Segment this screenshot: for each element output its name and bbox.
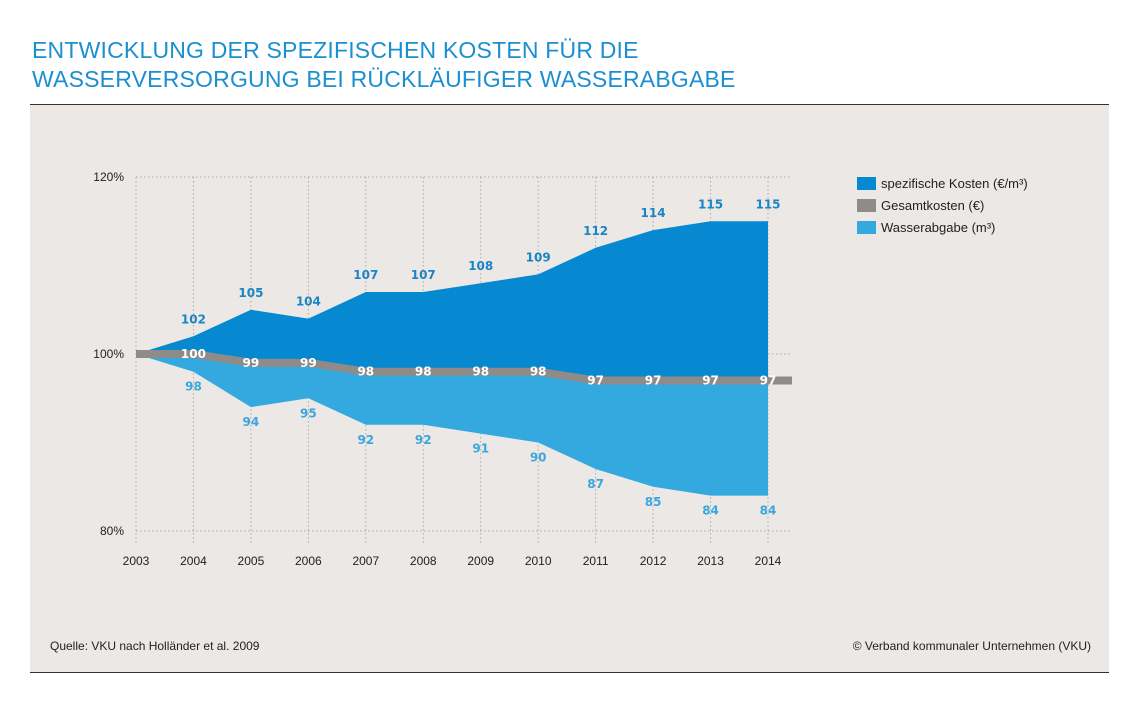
data-label-spezifische-kosten: 105: [238, 286, 263, 300]
data-label-gesamtkosten: 97: [587, 374, 604, 388]
data-label-gesamtkosten: 99: [243, 356, 260, 370]
data-label-wasserabgabe: 91: [472, 442, 489, 456]
x-tick-label: 2013: [697, 554, 724, 568]
x-tick-label: 2004: [180, 554, 207, 568]
data-label-wasserabgabe: 85: [645, 495, 662, 509]
data-label-wasserabgabe: 98: [185, 380, 202, 394]
data-label-wasserabgabe: 90: [530, 451, 547, 465]
x-tick-label: 2011: [583, 554, 609, 568]
data-label-spezifische-kosten: 107: [411, 268, 436, 282]
data-label-gesamtkosten: 100: [181, 347, 206, 361]
title-line-2: WASSERVERSORGUNG BEI RÜCKLÄUFIGER WASSER…: [32, 66, 736, 92]
data-label-spezifische-kosten: 102: [181, 312, 206, 326]
data-label-spezifische-kosten: 114: [641, 206, 666, 220]
data-label-wasserabgabe: 87: [587, 477, 604, 491]
x-tick-label: 2005: [238, 554, 265, 568]
legend-swatch: [857, 220, 876, 234]
copyright-note: © Verband kommunaler Unternehmen (VKU): [852, 639, 1091, 653]
bottom-rule: [30, 672, 1109, 673]
legend-label: Wasserabgabe (m³): [881, 219, 996, 235]
data-label-wasserabgabe: 92: [357, 433, 374, 447]
title-line-1: ENTWICKLUNG DER SPEZIFISCHEN KOSTEN FÜR …: [32, 37, 639, 63]
x-tick-label: 2010: [525, 554, 552, 568]
y-tick-label: 100%: [93, 347, 124, 361]
legend-item-spezifische-kosten: spezifische Kosten (€/m³): [857, 172, 1028, 194]
data-label-gesamtkosten: 97: [645, 374, 662, 388]
data-label-spezifische-kosten: 104: [296, 295, 321, 309]
x-tick-label: 2014: [755, 554, 782, 568]
x-tick-label: 2009: [467, 554, 494, 568]
data-label-spezifische-kosten: 115: [755, 197, 780, 211]
legend-item-wasserabgabe: Wasserabgabe (m³): [857, 216, 1028, 238]
legend-swatch: [857, 198, 876, 212]
data-label-spezifische-kosten: 107: [353, 268, 378, 282]
data-label-spezifische-kosten: 108: [468, 259, 493, 273]
data-label-gesamtkosten: 98: [530, 365, 547, 379]
series-area-wasserabgabe: [136, 354, 768, 496]
x-tick-label: 2003: [123, 554, 150, 568]
data-label-wasserabgabe: 95: [300, 406, 317, 420]
legend-swatch: [857, 176, 876, 190]
series-line-gesamtkosten: [136, 350, 792, 385]
data-label-spezifische-kosten: 112: [583, 224, 608, 238]
data-label-gesamtkosten: 98: [415, 365, 432, 379]
data-label-spezifische-kosten: 109: [526, 250, 551, 264]
y-tick-label: 80%: [100, 524, 124, 538]
x-tick-label: 2006: [295, 554, 322, 568]
data-label-wasserabgabe: 84: [760, 504, 777, 518]
data-label-gesamtkosten: 98: [472, 365, 489, 379]
x-tick-label: 2008: [410, 554, 437, 568]
data-label-wasserabgabe: 92: [415, 433, 432, 447]
x-tick-label: 2012: [640, 554, 667, 568]
data-label-spezifische-kosten: 115: [698, 197, 723, 211]
x-tick-label: 2007: [352, 554, 379, 568]
data-label-wasserabgabe: 94: [243, 415, 260, 429]
top-rule: [30, 104, 1109, 105]
legend: spezifische Kosten (€/m³) Gesamtkosten (…: [857, 172, 1028, 238]
source-note: Quelle: VKU nach Holländer et al. 2009: [50, 639, 260, 653]
data-label-wasserabgabe: 84: [702, 504, 719, 518]
y-tick-label: 120%: [93, 170, 124, 184]
data-label-gesamtkosten: 99: [300, 356, 317, 370]
data-label-gesamtkosten: 97: [702, 374, 719, 388]
data-label-gesamtkosten: 98: [357, 365, 374, 379]
legend-item-gesamtkosten: Gesamtkosten (€): [857, 194, 1028, 216]
legend-label: Gesamtkosten (€): [881, 197, 985, 213]
chart-title: ENTWICKLUNG DER SPEZIFISCHEN KOSTEN FÜR …: [32, 36, 736, 94]
data-label-gesamtkosten: 97: [760, 374, 777, 388]
legend-label: spezifische Kosten (€/m³): [881, 175, 1028, 191]
series-area-spezifische-kosten: [136, 221, 768, 381]
